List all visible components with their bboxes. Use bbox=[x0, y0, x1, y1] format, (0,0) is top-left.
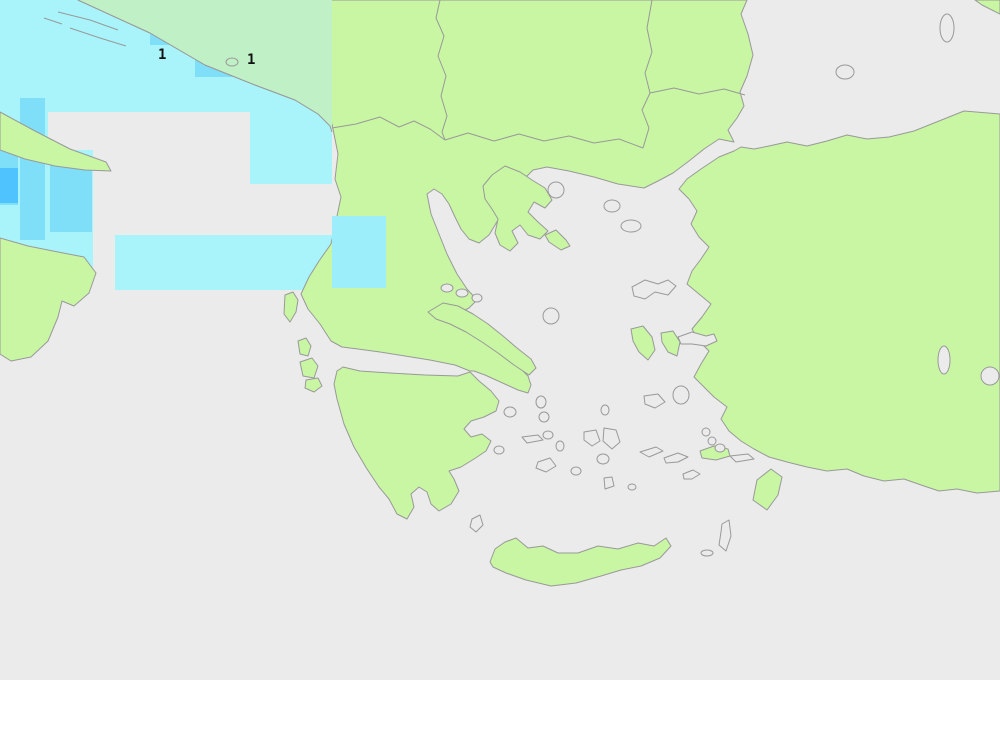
border-ns bbox=[435, 0, 448, 141]
island-sporades-2 bbox=[455, 288, 469, 298]
island-amorgos bbox=[639, 446, 664, 458]
island-santorini bbox=[603, 476, 615, 490]
island-aegina bbox=[503, 406, 517, 418]
island-ikaria bbox=[663, 452, 689, 464]
legend-bar: Rain/Snowfall rate [mm/h] GFS Tu 10-02-2… bbox=[0, 680, 1000, 733]
island-spetses bbox=[493, 445, 505, 455]
land-italy-heel bbox=[0, 237, 97, 362]
land-kefalonia bbox=[299, 357, 319, 379]
island-marmara bbox=[939, 13, 955, 43]
island-mykonos bbox=[643, 393, 666, 409]
croatia-islands-2 bbox=[69, 27, 127, 47]
land-tinos bbox=[660, 330, 681, 357]
island-naxos bbox=[602, 427, 621, 450]
land-balkans-greece bbox=[77, 0, 754, 394]
bay-of-kotor bbox=[225, 57, 239, 67]
map-svg bbox=[0, 0, 1000, 680]
map-value-label-1: 1 bbox=[158, 47, 167, 63]
island-kasos bbox=[700, 549, 714, 557]
land-anatolia bbox=[678, 110, 1000, 494]
land-chalkidiki bbox=[482, 165, 553, 252]
island-sporades-3 bbox=[471, 293, 483, 303]
border-greece-turkey bbox=[641, 0, 653, 149]
island-chios bbox=[672, 385, 690, 405]
island-hydra bbox=[521, 434, 544, 444]
border-albania-greece bbox=[331, 116, 446, 141]
map-value-label-2: 1 bbox=[247, 52, 256, 68]
island-serifos bbox=[542, 430, 554, 440]
land-zakynthos bbox=[304, 377, 323, 393]
land-italy-coast bbox=[0, 111, 112, 172]
lake-iznik bbox=[835, 64, 855, 80]
island-kalymnos bbox=[714, 443, 726, 453]
precip-cell-on-land bbox=[332, 216, 386, 288]
adriatic-coastline bbox=[77, 0, 333, 133]
lake-anatolia-1 bbox=[937, 345, 951, 375]
island-thasos bbox=[547, 181, 565, 199]
land-crete bbox=[489, 537, 672, 587]
land-turkey-corner bbox=[974, 0, 1000, 15]
croatian-coast-details bbox=[43, 11, 239, 67]
island-karpathos bbox=[718, 519, 732, 552]
croatia-islands-1 bbox=[57, 11, 119, 31]
island-limnos bbox=[631, 279, 677, 300]
island-leros bbox=[707, 436, 717, 446]
island-kos bbox=[729, 453, 755, 463]
land-lefkada bbox=[297, 337, 312, 357]
precip-over-land bbox=[78, 0, 332, 132]
island-astypalea bbox=[682, 469, 701, 480]
island-patmos bbox=[701, 427, 711, 437]
landmasses bbox=[0, 0, 1000, 587]
island-paros bbox=[583, 429, 601, 447]
land-rhodes bbox=[752, 468, 783, 511]
island-folegandros bbox=[570, 466, 582, 476]
island-sifnos bbox=[555, 440, 565, 452]
island-samothrace bbox=[603, 199, 621, 213]
gray-islands bbox=[440, 13, 1000, 557]
lake-anatolia-2 bbox=[980, 366, 1000, 386]
island-kythnos bbox=[538, 411, 550, 423]
island-ios bbox=[596, 453, 610, 465]
island-lesbos bbox=[677, 331, 718, 347]
border-turkey-bulgaria bbox=[649, 87, 746, 96]
land-athos bbox=[544, 229, 571, 251]
island-gokceada bbox=[620, 219, 642, 233]
island-milos bbox=[535, 457, 557, 473]
border-greece-north bbox=[444, 132, 644, 149]
land-corfu bbox=[283, 291, 299, 323]
island-kythira bbox=[469, 514, 484, 533]
island-anafi bbox=[627, 483, 637, 491]
land-andros bbox=[630, 325, 656, 361]
land-peloponnese bbox=[333, 366, 500, 520]
island-syros bbox=[600, 404, 610, 416]
croatia-islands-3 bbox=[43, 17, 63, 25]
island-skyros bbox=[542, 307, 560, 325]
island-kea bbox=[535, 395, 547, 409]
island-sporades-1 bbox=[440, 283, 454, 293]
country-borders bbox=[331, 0, 746, 149]
forecast-map bbox=[0, 0, 1000, 680]
land-euboea bbox=[427, 302, 537, 376]
